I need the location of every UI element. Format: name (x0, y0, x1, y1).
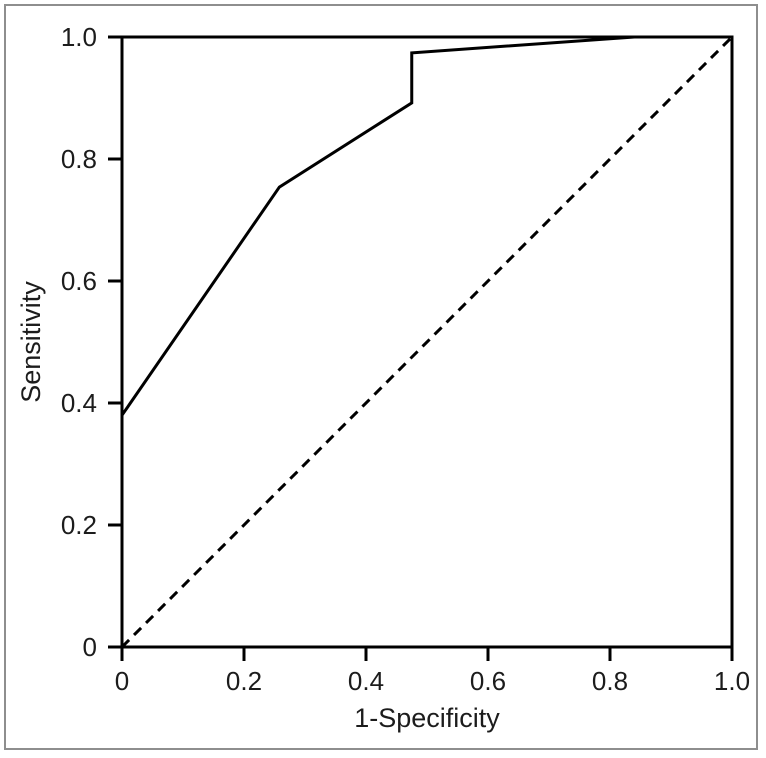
x-tick-label: 0.2 (226, 666, 262, 696)
chance-diagonal-line (120, 35, 734, 649)
x-tick-label: 0.8 (592, 666, 628, 696)
x-tick-label: 1.0 (714, 666, 750, 696)
y-tick-label: 0.4 (61, 388, 97, 418)
x-tick-label: 0 (115, 666, 129, 696)
y-tick-label: 0.2 (61, 510, 97, 540)
x-tick-label: 0.4 (348, 666, 384, 696)
x-axis-label: 1-Specificity (354, 703, 500, 733)
y-tick-label: 0.8 (61, 144, 97, 174)
roc-curve-line (120, 35, 732, 417)
y-tick-label: 0 (83, 632, 97, 662)
x-tick-label: 0.6 (470, 666, 506, 696)
y-tick-label: 0.6 (61, 266, 97, 296)
y-axis-label: Sensitivity (16, 281, 46, 403)
plot-frame (120, 35, 734, 649)
y-tick-label: 1.0 (61, 22, 97, 52)
